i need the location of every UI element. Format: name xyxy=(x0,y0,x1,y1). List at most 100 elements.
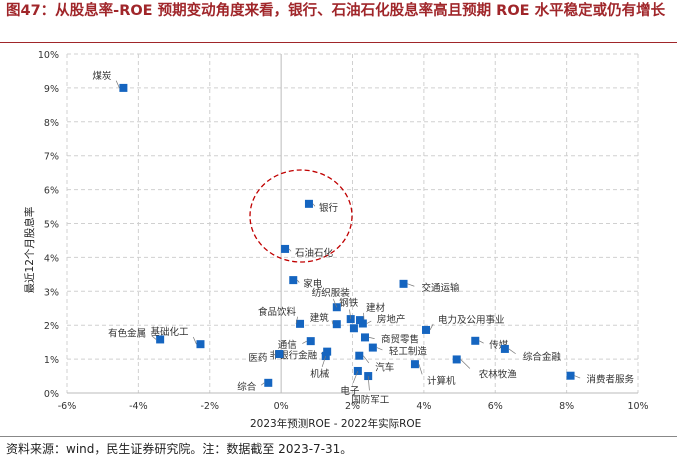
leader-line xyxy=(151,335,157,340)
leader-line xyxy=(429,323,434,331)
y-tick-label: 4% xyxy=(44,253,59,264)
point-marker xyxy=(332,320,341,329)
y-tick-label: 9% xyxy=(44,84,59,95)
y-tick-label: 1% xyxy=(44,355,59,366)
point-label: 综合金融 xyxy=(523,351,562,363)
leader-line xyxy=(302,340,307,344)
point-marker xyxy=(264,378,273,387)
point-label: 纺织服装 xyxy=(312,287,351,299)
y-tick-label: 2% xyxy=(44,321,59,332)
point-marker xyxy=(296,319,305,328)
point-label: 医药 xyxy=(248,353,267,364)
leader-line xyxy=(368,337,375,339)
point-label: 基础化工 xyxy=(150,326,189,338)
point-label: 建筑 xyxy=(310,312,330,324)
leader-line xyxy=(321,355,327,367)
point-marker xyxy=(355,351,364,360)
leader-line xyxy=(479,340,484,344)
y-tick-label: 0% xyxy=(44,389,59,400)
leader-line xyxy=(288,248,292,252)
leader-line xyxy=(418,364,423,375)
y-tick-label: 7% xyxy=(44,152,59,163)
leader-line xyxy=(331,320,334,325)
point-marker xyxy=(360,333,369,342)
point-marker xyxy=(306,337,315,346)
point-marker xyxy=(119,83,128,92)
point-marker xyxy=(399,279,408,288)
point-label: 综合 xyxy=(237,381,257,393)
point-label: 煤炭 xyxy=(92,70,112,82)
point-marker xyxy=(566,371,575,380)
point-marker xyxy=(358,319,367,328)
point-label: 家电 xyxy=(303,278,323,290)
point-label: 轻工制造 xyxy=(389,346,428,358)
scatter-chart: 0% 1% 2% 3% 4% 5% 6% 7% 8% 9% 10% -6% -4% -2% 0% 2% 4% 6%… xyxy=(23,50,649,430)
leader-line xyxy=(367,376,370,391)
y-tick-label: 8% xyxy=(44,118,59,129)
leader-line xyxy=(271,353,276,357)
point-label: 商贸零售 xyxy=(381,333,419,345)
x-tick-label: -2% xyxy=(201,401,220,412)
x-tick-label: 4% xyxy=(416,401,431,412)
point-marker xyxy=(304,199,313,208)
point-marker xyxy=(289,276,298,285)
point-label: 机械 xyxy=(310,368,330,380)
leader-line xyxy=(332,298,338,308)
point-label: 汽车 xyxy=(375,362,394,374)
y-tick-label: 5% xyxy=(44,220,59,231)
grid xyxy=(66,53,639,393)
point-label: 有色金属 xyxy=(108,327,146,339)
point-marker xyxy=(410,360,419,369)
point-marker xyxy=(196,340,205,349)
point-label: 银行 xyxy=(319,202,339,214)
point-label: 交通运输 xyxy=(422,282,461,294)
point-label: 农林牧渔 xyxy=(479,368,518,380)
figure-title: 图47：从股息率-ROE 预期变动角度来看，银行、石油石化股息率高且预期 ROE… xyxy=(6,3,666,19)
y-axis-label: 最近12个月股息率 xyxy=(23,207,36,294)
point-label: 建材 xyxy=(366,302,386,314)
point-label: 电子 xyxy=(340,385,360,397)
leader-line xyxy=(349,309,352,320)
x-tick-label: 0% xyxy=(274,401,289,412)
point-label: 计算机 xyxy=(427,375,456,387)
leader-line xyxy=(192,336,197,345)
point-marker xyxy=(422,325,431,334)
y-tick-label: 10% xyxy=(38,50,59,61)
point-marker xyxy=(500,344,509,353)
leader-line xyxy=(407,283,415,287)
highlight-ellipse xyxy=(249,169,353,263)
point-marker xyxy=(349,324,358,333)
leader-line xyxy=(295,316,298,324)
point-label: 食品饮料 xyxy=(258,306,297,318)
leader-line xyxy=(115,80,120,89)
point-marker xyxy=(323,347,332,356)
x-axis-label: 2023年预测ROE - 2022年实际ROE xyxy=(250,417,421,430)
point-label: 电力及公用事业 xyxy=(438,314,505,326)
point-label: 房地产 xyxy=(377,314,406,326)
point-marker xyxy=(452,355,461,364)
y-tick-label: 6% xyxy=(44,186,59,197)
source-note: 资料来源：wind，民生证券研究院。注：数据截至 2023-7-31。 xyxy=(6,442,353,456)
point-marker xyxy=(156,335,165,344)
point-label: 消费者服务 xyxy=(587,374,635,386)
point-marker xyxy=(281,244,290,253)
x-tick-label: 8% xyxy=(559,401,574,412)
point-marker xyxy=(275,350,284,359)
leader-line xyxy=(460,359,471,369)
point-label: 石油石化 xyxy=(295,247,334,259)
x-tick-label: -4% xyxy=(129,401,148,412)
leader-line xyxy=(296,279,300,283)
leader-line xyxy=(508,348,516,355)
source-divider xyxy=(0,436,677,437)
leader-line xyxy=(574,375,581,379)
leader-line xyxy=(376,347,383,351)
title-divider xyxy=(0,42,677,43)
point-label: 通信 xyxy=(278,339,297,351)
x-tick-label: 2% xyxy=(345,401,360,412)
point-marker xyxy=(368,343,377,352)
point-marker xyxy=(471,336,480,345)
x-tick-label: -6% xyxy=(58,401,77,412)
axes: 0% 1% 2% 3% 4% 5% 6% 7% 8% 9% 10% -6% -4% -2% 0% 2% 4% 6%… xyxy=(38,50,649,412)
